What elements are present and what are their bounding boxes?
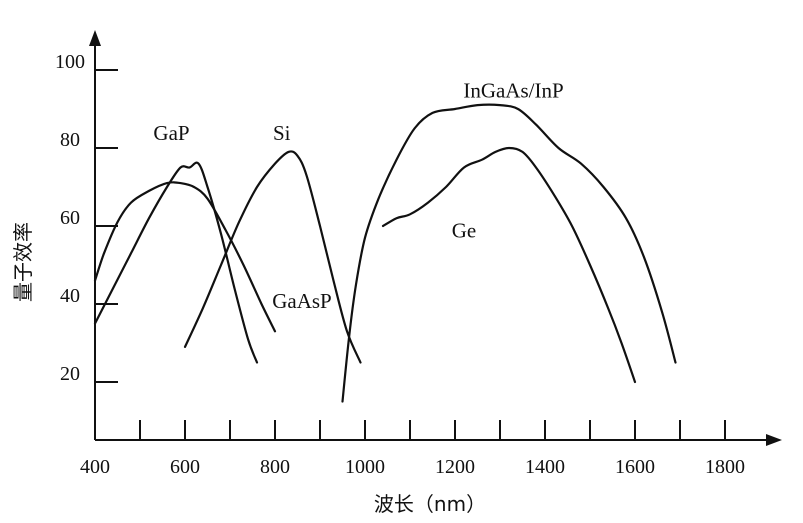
- y-tick-label: 40: [60, 285, 80, 307]
- x-tick-label: 1000: [345, 456, 385, 478]
- series-label-gap: GaP: [153, 121, 189, 145]
- x-tick-label: 400: [80, 456, 110, 478]
- series-line-ingaas-inp: [341, 103, 677, 403]
- y-axis-arrow-icon: [89, 30, 101, 46]
- x-tick-label: 600: [170, 456, 200, 478]
- series-line-gap: [93, 161, 259, 364]
- x-tick-label: 1400: [525, 456, 565, 478]
- series-line-ge: [381, 146, 637, 384]
- series-curves: [93, 103, 677, 403]
- y-tick-label: 80: [60, 129, 80, 151]
- y-tick-label: 20: [60, 363, 80, 385]
- x-tick-label: 800: [260, 456, 290, 478]
- series-label-si: Si: [273, 121, 291, 145]
- x-ticks: 400 600 800 1000 1200 1400 1600 1800: [80, 420, 745, 478]
- x-tick-label: 1600: [615, 456, 655, 478]
- y-axis-title: 量子效率: [11, 222, 35, 302]
- series-labels: GaP GaAsP Si InGaAs/InP Ge: [153, 78, 563, 313]
- series-line-si: [183, 150, 362, 364]
- y-tick-label: 100: [55, 51, 85, 73]
- x-axis-arrow-icon: [766, 434, 782, 446]
- axes: [89, 30, 782, 446]
- x-axis-title: 波长（nm）: [374, 492, 486, 516]
- series-line-gaasp: [93, 181, 277, 333]
- series-label-gaasp: GaAsP: [272, 289, 332, 313]
- series-label-ingaas-inp: InGaAs/InP: [463, 78, 563, 102]
- x-tick-label: 1200: [435, 456, 475, 478]
- y-ticks: 20 40 60 80 100: [55, 51, 118, 385]
- x-tick-label: 1800: [705, 456, 745, 478]
- series-label-ge: Ge: [452, 219, 477, 243]
- y-tick-label: 60: [60, 207, 80, 229]
